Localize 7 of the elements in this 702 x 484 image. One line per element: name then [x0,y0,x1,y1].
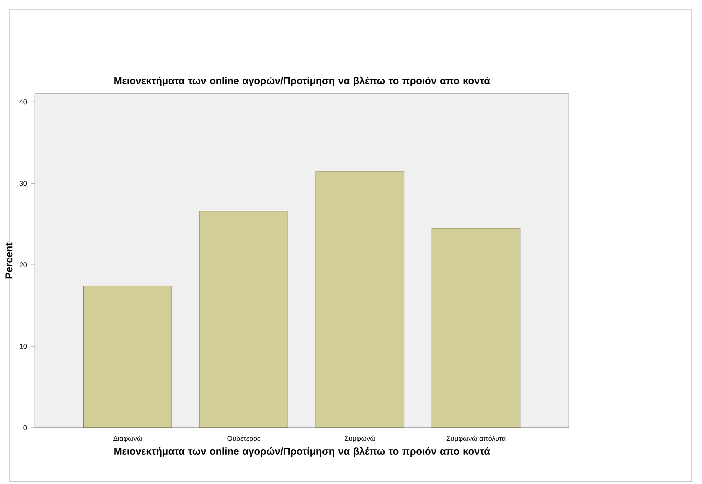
bar [84,286,172,428]
chart-title: Μειονεκτήματα των online αγορών/Προτίμηση να βλέπω το προιόν απο κοντά [114,76,490,86]
bar [432,228,521,428]
y-axis-title: Percent [6,242,13,279]
bar [200,211,288,428]
bar [316,171,404,428]
x-axis-title: Μειονεκτήματα των online αγορών/Προτίμηση να βλέπω το προιόν απο κοντά [114,447,490,457]
